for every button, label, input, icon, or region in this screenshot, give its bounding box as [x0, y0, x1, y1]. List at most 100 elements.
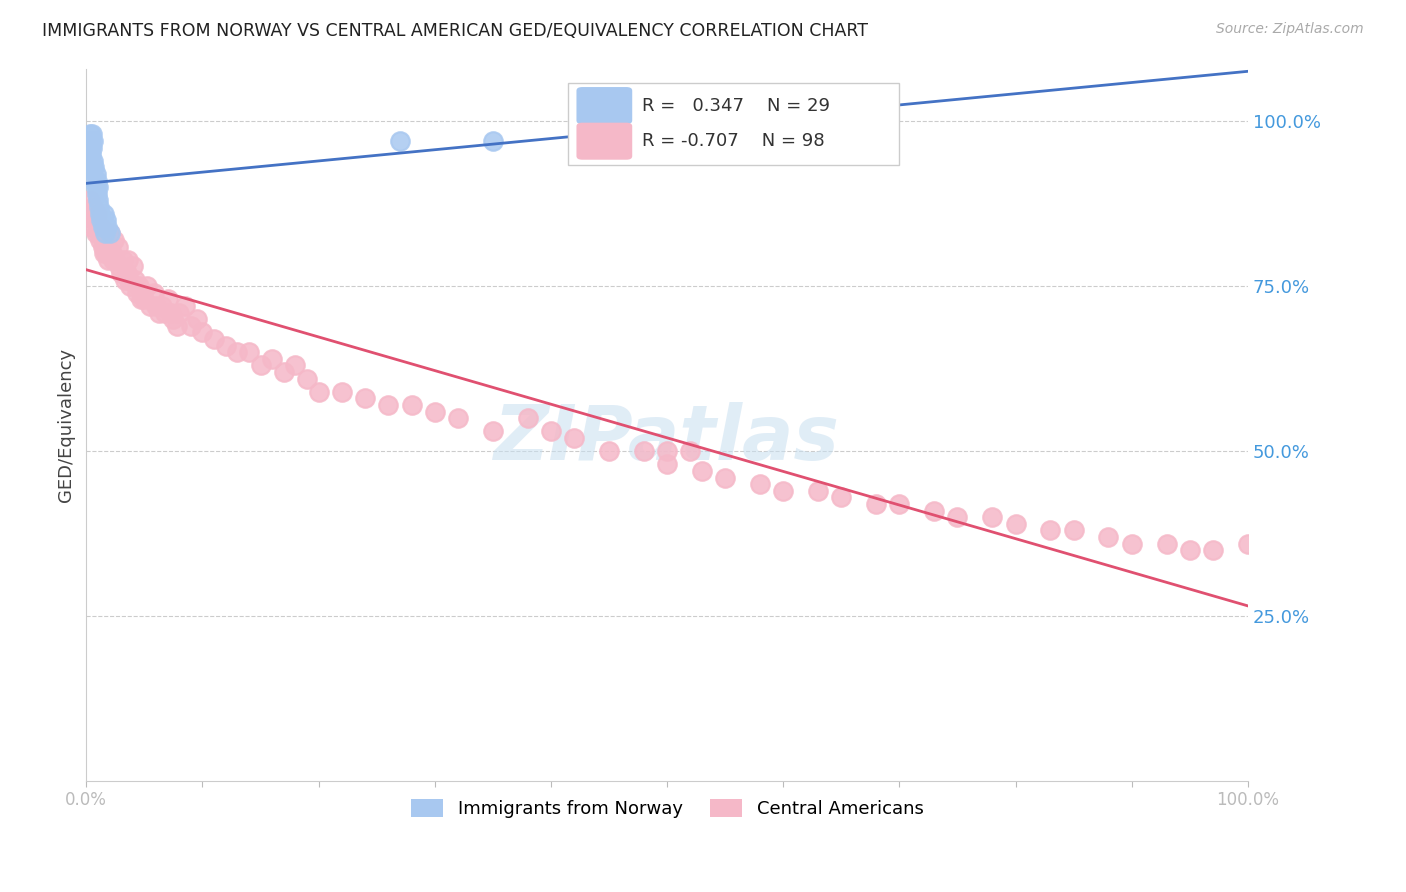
Point	[82, 134, 104, 148]
FancyBboxPatch shape	[576, 123, 633, 160]
Point	[89, 233, 111, 247]
Point	[83, 213, 105, 227]
Text: ZIPatlas: ZIPatlas	[494, 402, 839, 476]
Point	[946, 510, 969, 524]
Point	[90, 219, 112, 234]
Point	[655, 458, 678, 472]
Point	[91, 219, 114, 234]
Point	[807, 483, 830, 498]
Point	[120, 279, 142, 293]
Point	[1156, 536, 1178, 550]
Point	[191, 326, 214, 340]
Point	[104, 252, 127, 267]
Point	[118, 272, 141, 286]
Text: Source: ZipAtlas.com: Source: ZipAtlas.com	[1216, 22, 1364, 37]
Point	[155, 305, 177, 319]
Point	[80, 147, 103, 161]
Point	[202, 332, 225, 346]
Point	[150, 299, 173, 313]
Point	[1202, 543, 1225, 558]
Point	[129, 293, 152, 307]
Point	[90, 213, 112, 227]
Point	[82, 219, 104, 234]
Point	[107, 240, 129, 254]
Point	[981, 510, 1004, 524]
Point	[82, 153, 104, 168]
Point	[423, 404, 446, 418]
Point	[1039, 524, 1062, 538]
Point	[82, 141, 104, 155]
Point	[655, 444, 678, 458]
Point	[86, 207, 108, 221]
Point	[139, 299, 162, 313]
Point	[83, 161, 105, 175]
Point	[79, 128, 101, 142]
Point	[166, 318, 188, 333]
Point	[117, 252, 139, 267]
Point	[447, 411, 470, 425]
Point	[135, 279, 157, 293]
Point	[148, 305, 170, 319]
Point	[98, 227, 121, 241]
Point	[82, 128, 104, 142]
Point	[127, 285, 149, 300]
Text: R =   0.347    N = 29: R = 0.347 N = 29	[641, 96, 830, 114]
Point	[174, 299, 197, 313]
Point	[633, 444, 655, 458]
Point	[562, 431, 585, 445]
Point	[82, 200, 104, 214]
Point	[96, 240, 118, 254]
Point	[238, 345, 260, 359]
Point	[262, 351, 284, 366]
Point	[186, 312, 208, 326]
Point	[134, 293, 156, 307]
Point	[1178, 543, 1201, 558]
Point	[93, 207, 115, 221]
Point	[108, 260, 131, 274]
Point	[354, 392, 377, 406]
Point	[94, 233, 117, 247]
Point	[103, 233, 125, 247]
Point	[482, 425, 505, 439]
Point	[101, 252, 124, 267]
Point	[167, 305, 190, 319]
Point	[330, 384, 353, 399]
FancyBboxPatch shape	[568, 83, 900, 165]
Point	[160, 305, 183, 319]
Point	[82, 161, 104, 175]
Point	[215, 338, 238, 352]
Point	[516, 411, 538, 425]
Point	[98, 227, 121, 241]
Point	[690, 464, 713, 478]
Point	[249, 359, 271, 373]
Point	[482, 134, 505, 148]
Point	[114, 272, 136, 286]
Point	[889, 497, 911, 511]
FancyBboxPatch shape	[576, 87, 633, 124]
Point	[112, 252, 135, 267]
Point	[1237, 536, 1260, 550]
Point	[162, 312, 184, 326]
Point	[772, 483, 794, 498]
Point	[308, 384, 330, 399]
Point	[1004, 516, 1026, 531]
Point	[295, 371, 318, 385]
Point	[273, 365, 295, 379]
Point	[128, 279, 150, 293]
Point	[89, 207, 111, 221]
Point	[145, 299, 167, 313]
Point	[679, 444, 702, 458]
Point	[86, 186, 108, 201]
Point	[226, 345, 249, 359]
Point	[79, 194, 101, 208]
Point	[83, 174, 105, 188]
Point	[156, 293, 179, 307]
Point	[84, 167, 107, 181]
Legend: Immigrants from Norway, Central Americans: Immigrants from Norway, Central American…	[404, 791, 931, 825]
Point	[540, 425, 562, 439]
Point	[77, 134, 100, 148]
Point	[124, 272, 146, 286]
Point	[121, 260, 143, 274]
Point	[79, 141, 101, 155]
Point	[91, 240, 114, 254]
